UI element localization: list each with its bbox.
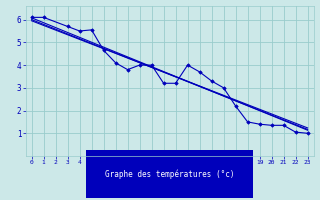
X-axis label: Graphe des températures (°c): Graphe des températures (°c): [105, 169, 234, 179]
